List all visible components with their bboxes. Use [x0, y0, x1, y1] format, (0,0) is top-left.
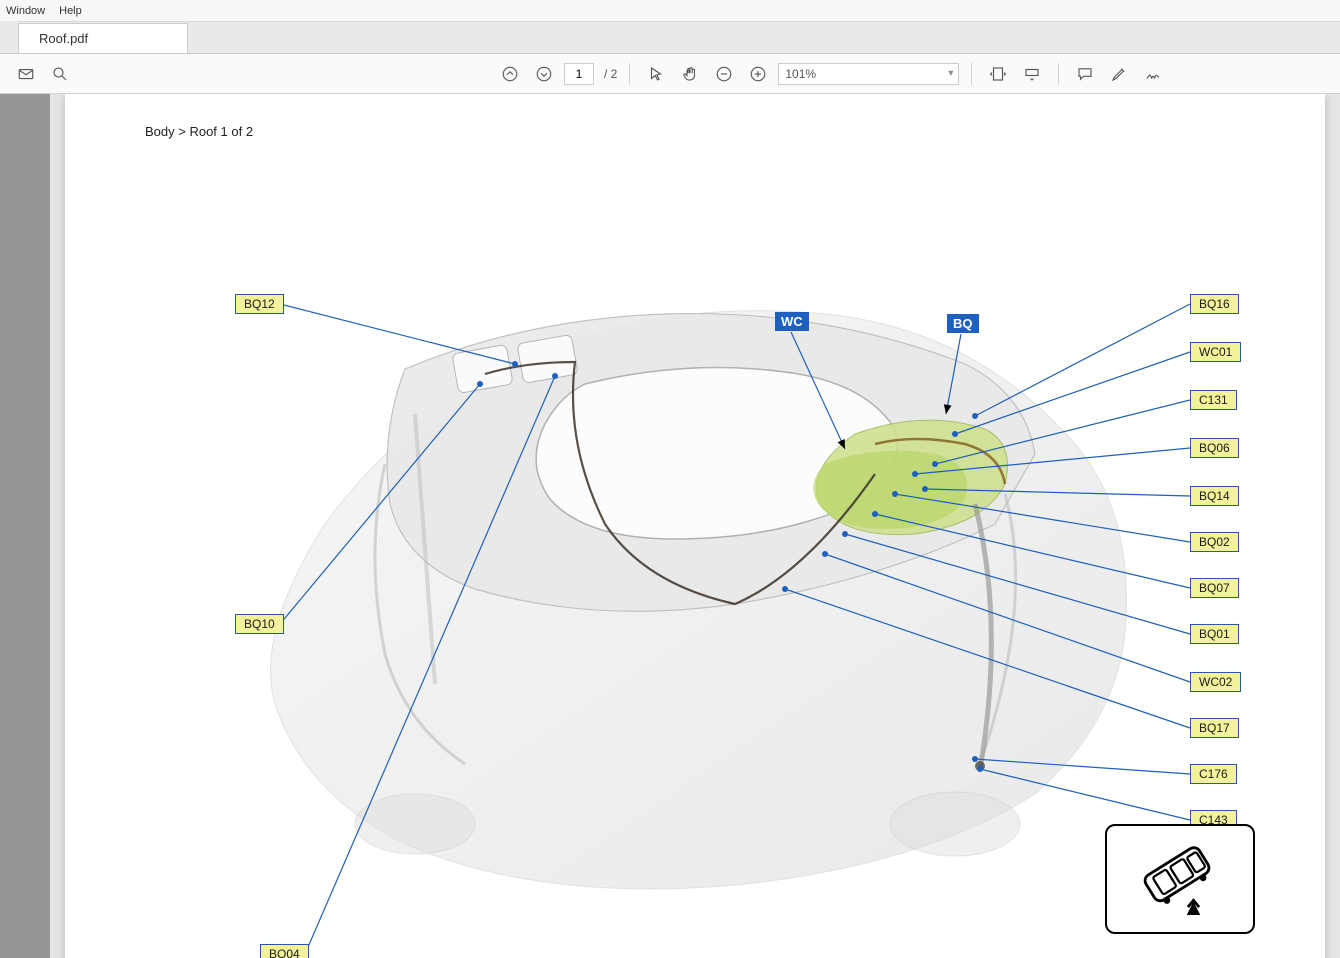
separator — [1058, 63, 1059, 85]
menu-window[interactable]: Window — [6, 5, 45, 17]
callout-c131: C131 — [1190, 390, 1237, 410]
fit-width-icon[interactable] — [1018, 60, 1046, 88]
pdf-page: Body > Roof 1 of 2 — [65, 94, 1325, 958]
tab-bar: Roof.pdf — [0, 22, 1340, 54]
tab-roof-pdf[interactable]: Roof.pdf — [18, 23, 188, 53]
zoom-value[interactable] — [778, 63, 959, 85]
fit-page-icon[interactable] — [984, 60, 1012, 88]
callout-c176: C176 — [1190, 764, 1237, 784]
email-icon[interactable] — [12, 60, 40, 88]
selection-arrow-icon[interactable] — [642, 60, 670, 88]
orientation-inset — [1105, 824, 1255, 934]
marker-bq: BQ — [947, 314, 979, 333]
callout-bq14: BQ14 — [1190, 486, 1239, 506]
callout-bq12: BQ12 — [235, 294, 284, 314]
tab-title: Roof.pdf — [39, 31, 88, 46]
callout-bq10: BQ10 — [235, 614, 284, 634]
callout-bq01: BQ01 — [1190, 624, 1239, 644]
search-icon[interactable] — [46, 60, 74, 88]
marker-wc: WC — [775, 312, 809, 331]
diagram-area: WC BQ BQ12BQ10BQ04BQ16WC01C131BQ06BQ14BQ… — [105, 184, 1285, 954]
page-number-input[interactable] — [564, 63, 594, 85]
highlight-icon[interactable] — [1105, 60, 1133, 88]
menu-help[interactable]: Help — [59, 5, 82, 17]
page-total: / 2 — [604, 67, 617, 81]
callout-bq06: BQ06 — [1190, 438, 1239, 458]
separator — [629, 63, 630, 85]
menu-bar: Window Help — [0, 0, 1340, 22]
callout-bq07: BQ07 — [1190, 578, 1239, 598]
hand-pan-icon[interactable] — [676, 60, 704, 88]
sign-icon[interactable] — [1139, 60, 1167, 88]
inset-vehicle-icon — [1120, 834, 1240, 924]
tab-spacer — [0, 21, 18, 53]
callout-wc02: WC02 — [1190, 672, 1241, 692]
callout-bq02: BQ02 — [1190, 532, 1239, 552]
page-viewport[interactable]: Body > Roof 1 of 2 — [50, 94, 1340, 958]
toolbar: / 2 — [0, 54, 1340, 94]
page-down-icon[interactable] — [530, 60, 558, 88]
page-up-icon[interactable] — [496, 60, 524, 88]
separator — [971, 63, 972, 85]
comment-icon[interactable] — [1071, 60, 1099, 88]
breadcrumb: Body > Roof 1 of 2 — [145, 124, 253, 139]
content-area: Body > Roof 1 of 2 — [0, 94, 1340, 958]
callout-bq17: BQ17 — [1190, 718, 1239, 738]
side-panel[interactable] — [0, 94, 50, 958]
callout-bq04: BQ04 — [260, 944, 309, 958]
zoom-select[interactable] — [778, 63, 959, 85]
callout-bq16: BQ16 — [1190, 294, 1239, 314]
zoom-in-icon[interactable] — [744, 60, 772, 88]
zoom-out-icon[interactable] — [710, 60, 738, 88]
callout-wc01: WC01 — [1190, 342, 1241, 362]
